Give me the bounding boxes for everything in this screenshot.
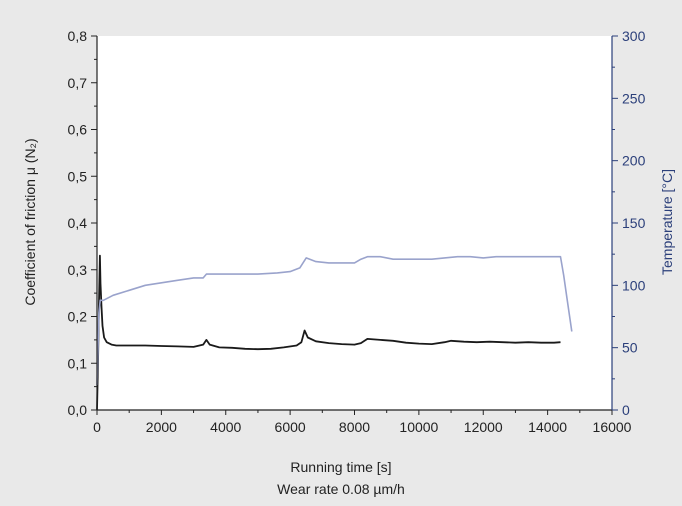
x-tick-label: 16000 [593, 419, 632, 435]
y-left-axis-title: Coefficient of friction μ (N₂) [22, 138, 38, 305]
y-right-tick-label: 100 [622, 277, 646, 293]
y-right-tick-label: 0 [622, 402, 630, 418]
y-left-tick-label: 0,5 [68, 168, 88, 184]
y-right-tick-label: 150 [622, 215, 646, 231]
x-tick-label: 10000 [399, 419, 438, 435]
y-right-tick-label: 300 [622, 28, 646, 44]
y-right-tick-label: 50 [622, 340, 638, 356]
y-left-tick-label: 0,4 [68, 215, 88, 231]
y-right-tick-label: 200 [622, 153, 646, 169]
y-left-tick-label: 0,2 [68, 309, 88, 325]
friction-series-line [96, 254, 561, 411]
plot-area [97, 36, 612, 410]
x-tick-label: 2000 [146, 419, 177, 435]
series-layer [96, 254, 573, 411]
temperature-series-line [96, 255, 573, 386]
y-right-axis-title: Temperature [°C] [659, 169, 675, 275]
x-axis-title: Running time [s] [290, 459, 391, 475]
x-tick-label: 4000 [210, 419, 241, 435]
x-tick-label: 14000 [528, 419, 567, 435]
x-tick-label: 12000 [464, 419, 503, 435]
x-tick-label: 0 [93, 419, 101, 435]
x-tick-label: 6000 [275, 419, 306, 435]
y-left-tick-label: 0,3 [68, 262, 88, 278]
tick-layer: 0 2000 4000 6000 8000 10000 12000 14000 160000,0… [68, 28, 646, 435]
y-left-tick-label: 0,8 [68, 28, 88, 44]
x-tick-label: 8000 [339, 419, 370, 435]
y-right-tick-label: 250 [622, 90, 646, 106]
wear-rate-note: Wear rate 0.08 µm/h [277, 481, 405, 497]
y-left-tick-label: 0,1 [68, 355, 88, 371]
y-left-tick-label: 0,0 [68, 402, 88, 418]
y-left-tick-label: 0,6 [68, 122, 88, 138]
y-left-tick-label: 0,7 [68, 75, 88, 91]
